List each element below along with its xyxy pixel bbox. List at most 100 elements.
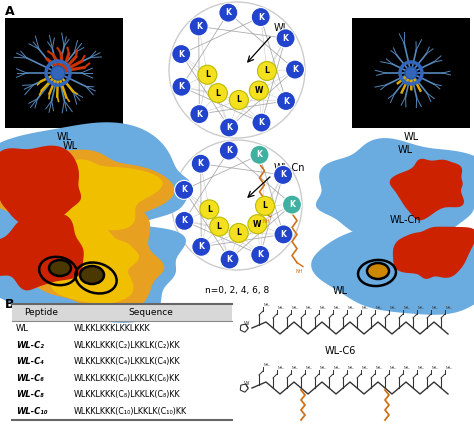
Text: K: K bbox=[258, 13, 264, 22]
Text: K: K bbox=[289, 200, 295, 209]
Text: K: K bbox=[198, 242, 204, 251]
Text: NH₂: NH₂ bbox=[264, 363, 271, 367]
Text: WL: WL bbox=[56, 132, 72, 142]
Circle shape bbox=[248, 215, 267, 234]
Text: WL: WL bbox=[63, 141, 78, 151]
Circle shape bbox=[198, 65, 217, 84]
Polygon shape bbox=[34, 220, 139, 304]
Circle shape bbox=[174, 181, 193, 199]
Text: L: L bbox=[237, 95, 241, 104]
Circle shape bbox=[249, 81, 268, 100]
Bar bbox=[5, 18, 123, 128]
Text: WLKKLKKK(C₄)LKKLK(C₄)KK: WLKKLKKK(C₄)LKKLK(C₄)KK bbox=[74, 357, 181, 366]
Text: K: K bbox=[227, 255, 233, 264]
Text: L: L bbox=[263, 202, 267, 211]
Text: NH₂: NH₂ bbox=[446, 306, 453, 310]
Circle shape bbox=[190, 104, 209, 124]
Text: B: B bbox=[5, 298, 15, 311]
Circle shape bbox=[189, 17, 208, 36]
Text: n=0, 2, 4, 6, 8: n=0, 2, 4, 6, 8 bbox=[205, 286, 269, 295]
Text: NH₂: NH₂ bbox=[390, 306, 397, 310]
Text: NH₂: NH₂ bbox=[362, 306, 369, 310]
Text: K: K bbox=[196, 22, 201, 31]
Circle shape bbox=[175, 211, 194, 230]
Text: NH₂: NH₂ bbox=[306, 366, 313, 370]
Text: NH: NH bbox=[295, 269, 303, 274]
Circle shape bbox=[210, 217, 228, 236]
Circle shape bbox=[285, 60, 304, 79]
Text: NH₂: NH₂ bbox=[376, 306, 383, 310]
Bar bbox=[12, 304, 232, 320]
Text: L: L bbox=[207, 205, 212, 214]
Circle shape bbox=[283, 195, 301, 214]
Text: NH₂: NH₂ bbox=[418, 306, 425, 310]
Text: WL: WL bbox=[397, 145, 412, 155]
Text: NH₂: NH₂ bbox=[432, 306, 438, 310]
Text: A: A bbox=[5, 5, 15, 18]
Text: W: W bbox=[244, 380, 250, 385]
Text: K: K bbox=[226, 146, 232, 155]
Polygon shape bbox=[390, 159, 464, 220]
Circle shape bbox=[250, 145, 269, 164]
Polygon shape bbox=[316, 138, 474, 247]
Text: L: L bbox=[237, 228, 241, 237]
Text: WL-C₈: WL-C₈ bbox=[16, 390, 44, 399]
Text: NH₂: NH₂ bbox=[404, 306, 410, 310]
Text: NH₂: NH₂ bbox=[278, 366, 284, 370]
Circle shape bbox=[219, 3, 238, 22]
Circle shape bbox=[192, 237, 211, 256]
Polygon shape bbox=[0, 122, 192, 243]
Text: K: K bbox=[181, 185, 187, 194]
Text: WL-Cn: WL-Cn bbox=[54, 211, 86, 221]
Text: WL: WL bbox=[403, 132, 419, 142]
Text: K: K bbox=[179, 82, 184, 91]
Circle shape bbox=[229, 90, 248, 109]
Circle shape bbox=[172, 44, 191, 64]
Polygon shape bbox=[12, 200, 164, 315]
Text: NH₂: NH₂ bbox=[446, 366, 453, 370]
Circle shape bbox=[274, 225, 293, 244]
Text: NH: NH bbox=[263, 219, 270, 224]
Text: NH₂: NH₂ bbox=[278, 306, 284, 310]
Text: NH₂: NH₂ bbox=[376, 366, 383, 370]
Ellipse shape bbox=[49, 260, 71, 276]
Circle shape bbox=[229, 224, 248, 242]
Text: WL-Cn: WL-Cn bbox=[389, 215, 421, 225]
Text: L: L bbox=[216, 89, 220, 98]
Circle shape bbox=[273, 165, 292, 185]
Text: NH₂: NH₂ bbox=[292, 366, 299, 370]
Text: NH₂: NH₂ bbox=[334, 366, 341, 370]
Ellipse shape bbox=[80, 266, 104, 284]
Text: K: K bbox=[198, 159, 204, 168]
Circle shape bbox=[252, 113, 271, 132]
Circle shape bbox=[276, 91, 295, 111]
Text: WL: WL bbox=[332, 286, 347, 296]
Polygon shape bbox=[0, 150, 174, 247]
Text: NH₂: NH₂ bbox=[292, 306, 299, 310]
Text: NH₂: NH₂ bbox=[432, 366, 438, 370]
Circle shape bbox=[219, 141, 238, 160]
Circle shape bbox=[219, 118, 239, 137]
Text: K: K bbox=[257, 250, 263, 259]
Text: WL: WL bbox=[274, 23, 289, 33]
Text: NH₂: NH₂ bbox=[418, 366, 425, 370]
Text: WL: WL bbox=[16, 324, 29, 333]
Text: WLKKLKKKLKKLKKK: WLKKLKKKLKKLKKK bbox=[74, 324, 151, 333]
Text: NH₂: NH₂ bbox=[264, 303, 271, 307]
Text: Peptide: Peptide bbox=[24, 308, 58, 317]
Circle shape bbox=[172, 77, 191, 96]
Text: WLKKLKKK(C₈)LKKLK(C₈)KK: WLKKLKKK(C₈)LKKLK(C₈)KK bbox=[74, 390, 181, 399]
Text: K: K bbox=[226, 8, 231, 17]
Text: WL-Cn: WL-Cn bbox=[274, 163, 306, 173]
Text: K: K bbox=[178, 50, 184, 59]
Text: K: K bbox=[182, 216, 187, 225]
Circle shape bbox=[200, 200, 219, 219]
Text: K: K bbox=[281, 230, 286, 239]
Polygon shape bbox=[0, 201, 186, 323]
Text: NH₂: NH₂ bbox=[306, 306, 313, 310]
Polygon shape bbox=[393, 227, 474, 279]
Text: WL-C₆: WL-C₆ bbox=[16, 374, 44, 383]
Text: W: W bbox=[255, 86, 263, 95]
Text: WLKKLKKK(C₆)LKKLK(C₆)KK: WLKKLKKK(C₆)LKKLK(C₆)KK bbox=[74, 374, 181, 383]
Circle shape bbox=[276, 29, 295, 48]
